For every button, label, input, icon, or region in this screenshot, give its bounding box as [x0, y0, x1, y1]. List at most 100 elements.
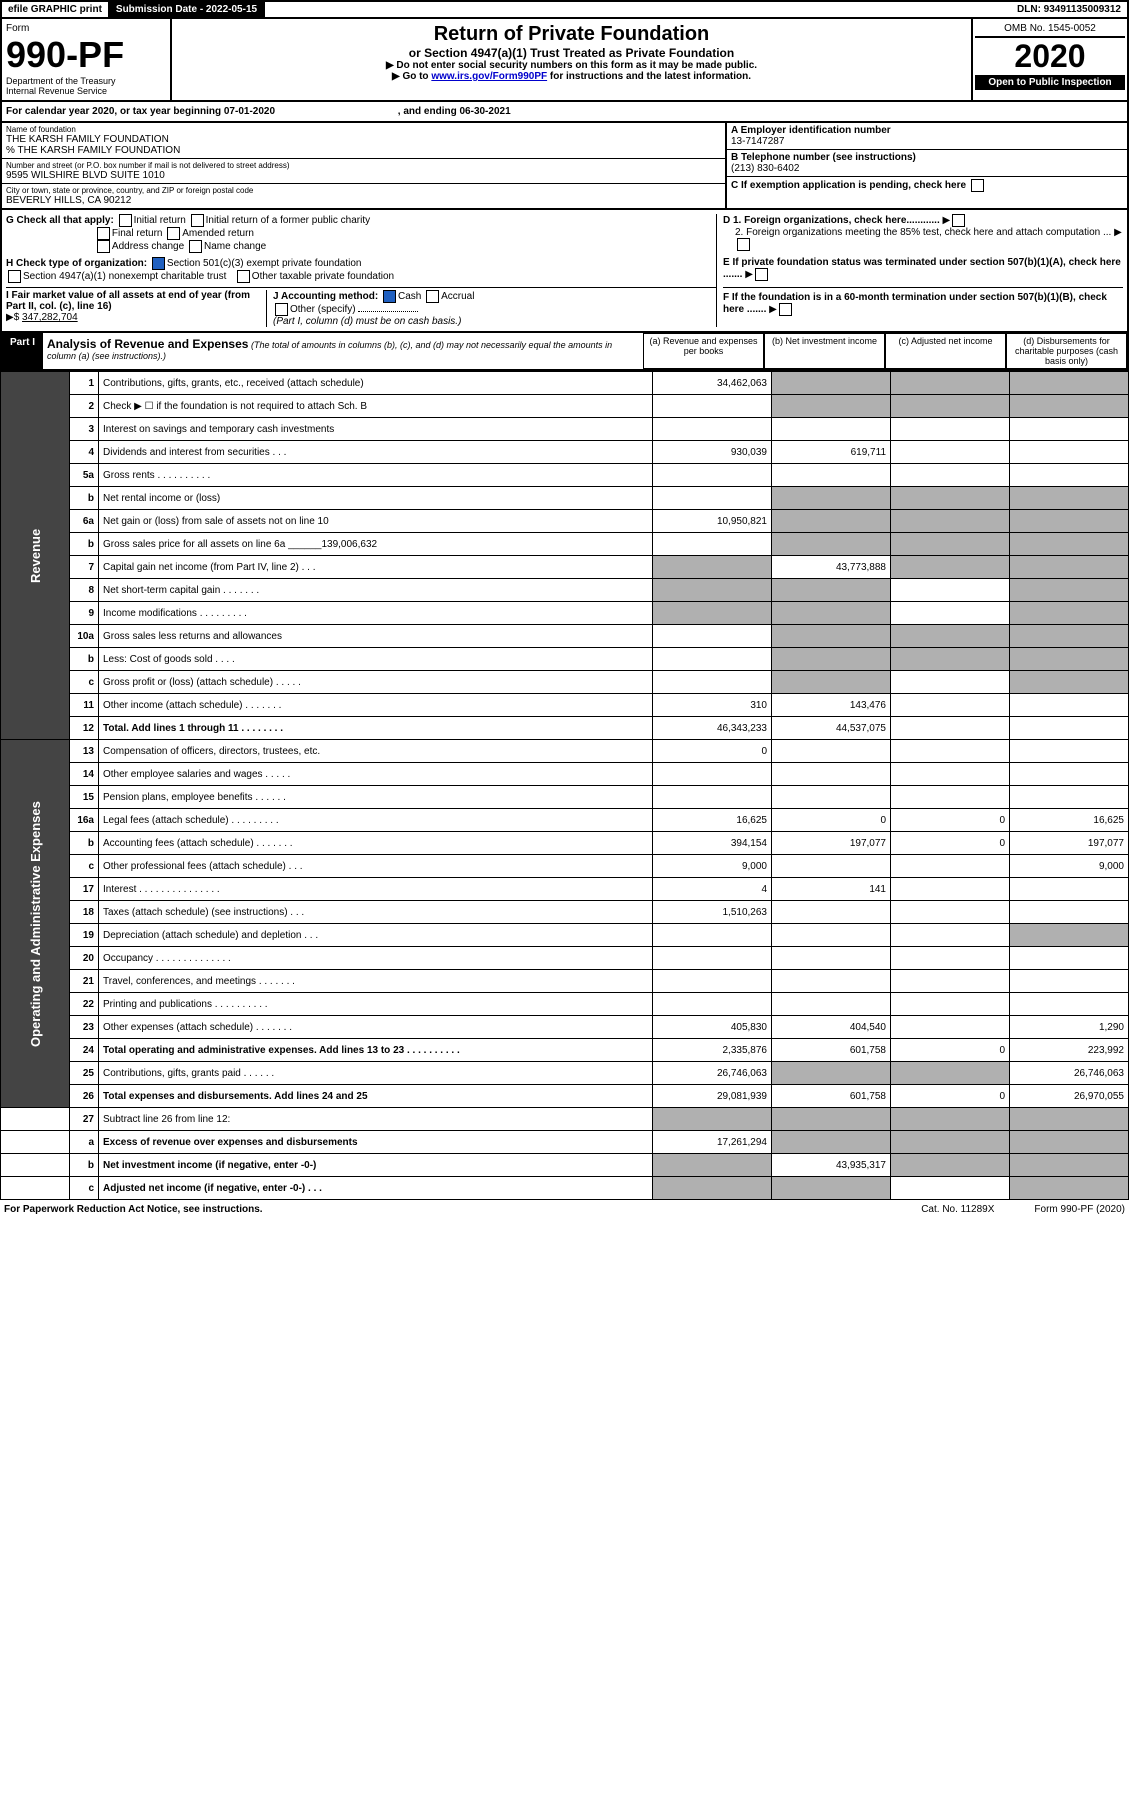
line-description: Other professional fees (attach schedule… [99, 855, 653, 878]
amount-cell [772, 418, 891, 441]
irs: Internal Revenue Service [6, 86, 166, 96]
amount-cell [891, 717, 1010, 740]
amount-cell: 9,000 [1010, 855, 1129, 878]
addr-label: Number and street (or P.O. box number if… [6, 161, 721, 170]
entity-block: Name of foundationTHE KARSH FAMILY FOUND… [0, 123, 1129, 210]
city-state-zip: BEVERLY HILLS, CA 90212 [6, 195, 721, 206]
amount-cell [891, 372, 1010, 395]
amount-cell: 17,261,294 [653, 1131, 772, 1154]
amount-cell [891, 648, 1010, 671]
amended-return-checkbox[interactable] [167, 227, 180, 240]
calendar-year-line: For calendar year 2020, or tax year begi… [0, 102, 1129, 123]
ein-value: 13-7147287 [731, 136, 1123, 147]
table-row: 24Total operating and administrative exp… [1, 1039, 1129, 1062]
amount-cell [891, 1016, 1010, 1039]
amount-cell [772, 1108, 891, 1131]
amount-cell: 601,758 [772, 1039, 891, 1062]
fmv-value: 347,282,704 [22, 312, 78, 323]
amount-cell [891, 1131, 1010, 1154]
initial-return-checkbox[interactable] [119, 214, 132, 227]
amount-cell [772, 579, 891, 602]
line-number: 4 [70, 441, 99, 464]
line-description: Net short-term capital gain . . . . . . … [99, 579, 653, 602]
other-method-checkbox[interactable] [275, 303, 288, 316]
table-row: 3Interest on savings and temporary cash … [1, 418, 1129, 441]
f-checkbox[interactable] [779, 303, 792, 316]
name-change-checkbox[interactable] [189, 240, 202, 253]
line-description: Interest on savings and temporary cash i… [99, 418, 653, 441]
amount-cell: 26,746,063 [1010, 1062, 1129, 1085]
form990pf-link[interactable]: www.irs.gov/Form990PF [431, 71, 547, 82]
table-row: 5aGross rents . . . . . . . . . . [1, 464, 1129, 487]
amount-cell [1010, 441, 1129, 464]
line-number: 7 [70, 556, 99, 579]
amount-cell [891, 533, 1010, 556]
line-description: Contributions, gifts, grants, etc., rece… [99, 372, 653, 395]
amount-cell [653, 1177, 772, 1200]
other-taxable-checkbox[interactable] [237, 270, 250, 283]
amount-cell [1010, 924, 1129, 947]
col-b-header: (b) Net investment income [764, 333, 885, 369]
amount-cell: 143,476 [772, 694, 891, 717]
initial-former-checkbox[interactable] [191, 214, 204, 227]
line-number: 24 [70, 1039, 99, 1062]
d2-row: 2. Foreign organizations meeting the 85%… [723, 227, 1123, 251]
amount-cell [1010, 602, 1129, 625]
amount-cell [1010, 625, 1129, 648]
table-row: 22Printing and publications . . . . . . … [1, 993, 1129, 1016]
address-change-checkbox[interactable] [97, 240, 110, 253]
amount-cell [1010, 556, 1129, 579]
line-description: Pension plans, employee benefits . . . .… [99, 786, 653, 809]
table-row: 25Contributions, gifts, grants paid . . … [1, 1062, 1129, 1085]
amount-cell [772, 510, 891, 533]
table-row: 16aLegal fees (attach schedule) . . . . … [1, 809, 1129, 832]
table-row: 7Capital gain net income (from Part IV, … [1, 556, 1129, 579]
line-number: b [70, 1154, 99, 1177]
amount-cell [772, 993, 891, 1016]
amount-cell: 0 [891, 1039, 1010, 1062]
amount-cell: 404,540 [772, 1016, 891, 1039]
amount-cell [772, 464, 891, 487]
amount-cell: 4 [653, 878, 772, 901]
line-description: Printing and publications . . . . . . . … [99, 993, 653, 1016]
amount-cell [891, 510, 1010, 533]
amount-cell: 0 [653, 740, 772, 763]
amount-cell: 26,970,055 [1010, 1085, 1129, 1108]
amount-cell [1010, 372, 1129, 395]
line-description: Occupancy . . . . . . . . . . . . . . [99, 947, 653, 970]
col-a-header: (a) Revenue and expenses per books [643, 333, 764, 369]
line-description: Gross profit or (loss) (attach schedule)… [99, 671, 653, 694]
table-row: 19Depreciation (attach schedule) and dep… [1, 924, 1129, 947]
street-address: 9595 WILSHIRE BLVD SUITE 1010 [6, 170, 721, 181]
d2-checkbox[interactable] [737, 238, 750, 251]
d1-checkbox[interactable] [952, 214, 965, 227]
amount-cell [1010, 648, 1129, 671]
amount-cell [772, 763, 891, 786]
amount-cell [891, 464, 1010, 487]
footer: For Paperwork Reduction Act Notice, see … [0, 1200, 1129, 1219]
form-number: 990-PF [6, 34, 166, 76]
501c3-checkbox[interactable] [152, 257, 165, 270]
instr-1: ▶ Do not enter social security numbers o… [176, 60, 967, 71]
amount-cell [772, 1177, 891, 1200]
accrual-checkbox[interactable] [426, 290, 439, 303]
line-number: c [70, 855, 99, 878]
col-c-header: (c) Adjusted net income [885, 333, 1006, 369]
amount-cell [772, 671, 891, 694]
line-number: b [70, 533, 99, 556]
amount-cell [653, 947, 772, 970]
line-number: 9 [70, 602, 99, 625]
amount-cell [772, 602, 891, 625]
amount-cell: 34,462,063 [653, 372, 772, 395]
amount-cell [772, 395, 891, 418]
care-of: % THE KARSH FAMILY FOUNDATION [6, 145, 721, 156]
e-checkbox[interactable] [755, 268, 768, 281]
c-checkbox[interactable] [971, 179, 984, 192]
line-description: Gross sales price for all assets on line… [99, 533, 653, 556]
amount-cell [772, 786, 891, 809]
amount-cell [891, 395, 1010, 418]
line-number: b [70, 648, 99, 671]
cash-checkbox[interactable] [383, 290, 396, 303]
final-return-checkbox[interactable] [97, 227, 110, 240]
4947a1-checkbox[interactable] [8, 270, 21, 283]
